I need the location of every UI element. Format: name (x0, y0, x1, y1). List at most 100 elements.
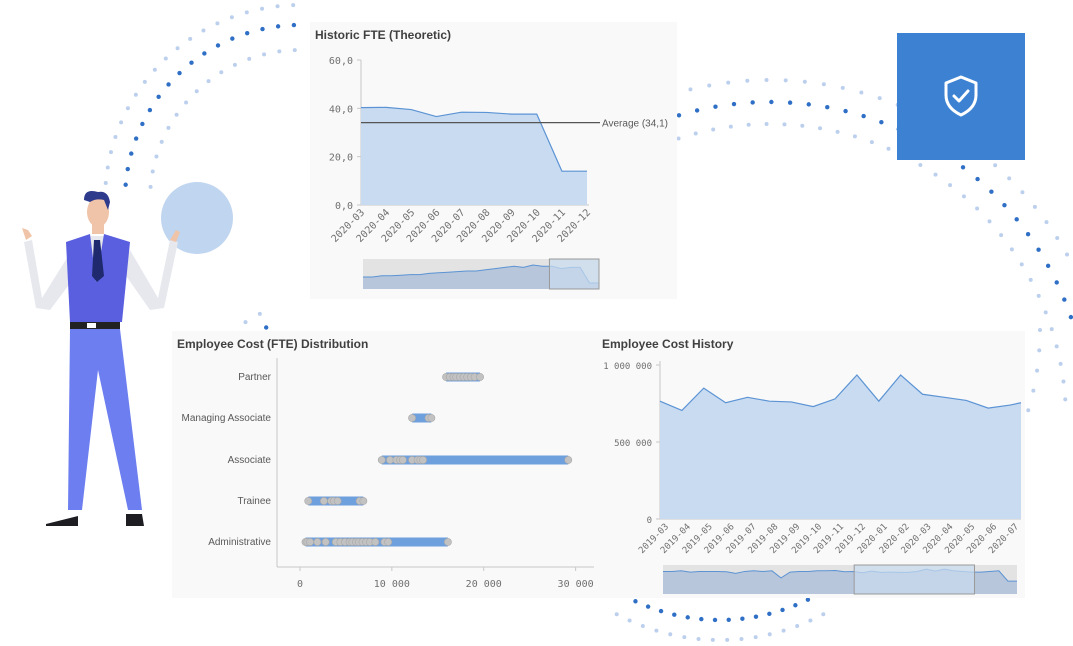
background-dot (177, 70, 182, 76)
background-dot (189, 60, 194, 65)
background-dot (726, 80, 731, 85)
background-dot (746, 122, 751, 127)
cost-point (564, 456, 573, 464)
background-dot (821, 82, 826, 87)
background-dot (154, 154, 159, 159)
background-dot (247, 56, 252, 61)
cost-point (321, 538, 330, 546)
background-dot (806, 102, 811, 107)
left-arm (24, 240, 80, 310)
background-dot (918, 163, 923, 168)
range-bar (412, 413, 432, 423)
background-dot (852, 134, 857, 139)
background-dot (133, 92, 138, 97)
background-dot (712, 617, 718, 623)
background-dot (230, 36, 235, 41)
background-dot (821, 612, 826, 617)
background-dot (1035, 368, 1040, 373)
background-dot (682, 635, 687, 640)
background-dot (795, 624, 800, 629)
mini-chart-area (363, 265, 599, 289)
background-dot (147, 107, 153, 113)
y-tick-label: 60,0 (329, 56, 353, 67)
background-dot (215, 21, 220, 26)
background-dot (694, 108, 700, 113)
y-tick-label: 500 000 (614, 439, 652, 449)
tie (92, 240, 104, 282)
background-dot (243, 320, 248, 325)
y-tick-label: 0 (647, 516, 652, 526)
background-dot (232, 62, 237, 67)
background-dot (140, 121, 145, 127)
cost-point (306, 538, 314, 546)
background-dot (835, 129, 840, 134)
right-hand (170, 230, 180, 242)
trousers (68, 329, 142, 510)
y-tick-label: 1 000 000 (603, 362, 652, 372)
mini-chart-selection[interactable] (548, 258, 600, 290)
background-dot (645, 604, 651, 609)
cost-point (333, 497, 342, 505)
background-dot (166, 82, 171, 87)
background-dot (879, 119, 884, 125)
average-label: Average (34,1) (602, 119, 668, 130)
fte-line (360, 106, 587, 172)
background-dot (1009, 247, 1014, 252)
background-dot (148, 184, 153, 189)
background-dot (989, 189, 994, 194)
background-dot (696, 636, 701, 641)
background-dot (767, 611, 772, 617)
category-label: Associate (228, 455, 272, 466)
background-dot (745, 78, 750, 83)
background-dot (993, 163, 998, 168)
background-dot (229, 15, 234, 20)
background-dot (275, 24, 281, 29)
hair (84, 191, 110, 210)
background-dot (291, 3, 296, 8)
background-dot (843, 108, 848, 114)
cost-distribution-chart[interactable]: 0 10 000 20 000 30 000 Partner Managing Assoc… (172, 331, 597, 598)
background-dot (291, 22, 297, 28)
background-dot (201, 28, 206, 33)
background-dot (948, 183, 953, 188)
background-dot (1031, 388, 1036, 393)
background-dot (764, 122, 769, 127)
background-dot (711, 127, 716, 132)
background-dot (633, 599, 638, 604)
background-dot (739, 636, 744, 641)
background-dot (793, 603, 798, 608)
background-dot (1061, 379, 1066, 384)
background-dot (125, 166, 130, 172)
security-badge[interactable] (897, 33, 1025, 160)
background-dot (713, 104, 718, 109)
background-dot (840, 85, 845, 90)
background-dot (156, 94, 161, 100)
background-dot (244, 10, 249, 15)
y-tick-label: 40,0 (329, 104, 353, 115)
background-dot (219, 70, 224, 75)
background-dot (277, 49, 282, 54)
x-tick-label: 0 (297, 579, 303, 590)
background-dot (142, 79, 147, 84)
background-dot (244, 30, 250, 36)
x-tick-label: 20 000 (466, 579, 502, 590)
mini-chart-selection[interactable] (853, 564, 976, 595)
background-dot (975, 206, 980, 211)
background-dot (152, 67, 157, 72)
background-dot (260, 26, 265, 32)
background-dot (125, 106, 130, 111)
background-dot (262, 52, 267, 57)
y-tick-label: 0,0 (335, 201, 353, 212)
background-dot (654, 628, 659, 633)
background-dot (163, 56, 168, 61)
shield-check-icon (944, 75, 978, 117)
background-dot (1036, 293, 1041, 298)
cost-point (427, 414, 436, 422)
background-dot (781, 628, 786, 633)
cost-line (659, 374, 1022, 412)
background-dot (103, 181, 108, 186)
background-dot (728, 124, 733, 129)
